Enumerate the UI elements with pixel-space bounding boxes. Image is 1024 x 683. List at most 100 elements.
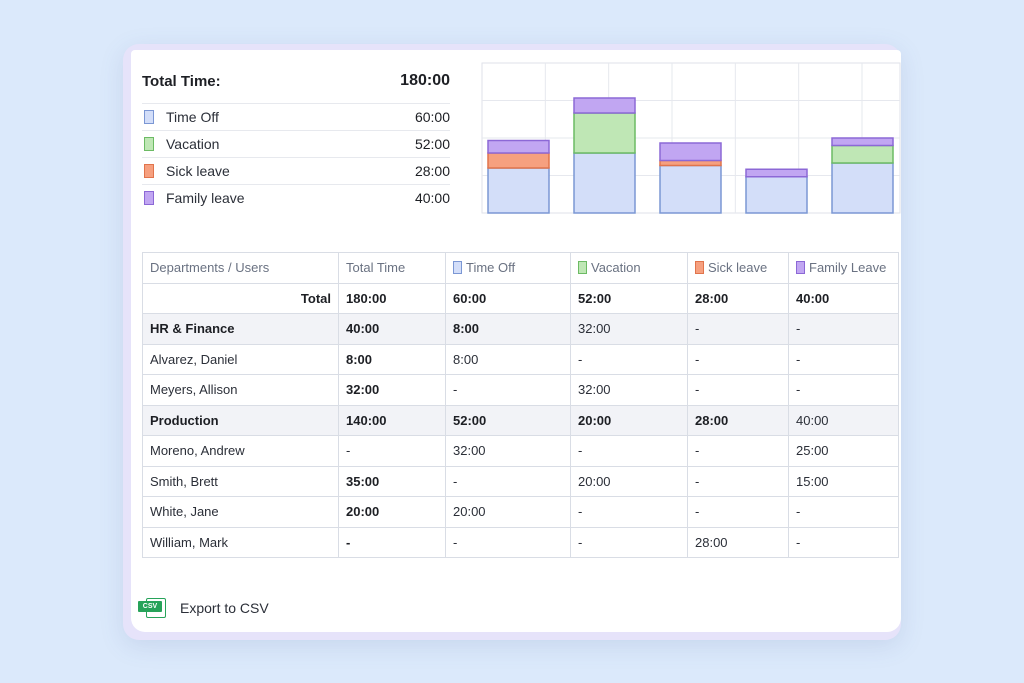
total-row: Total 180:00 60:00 52:00 28:00 40:00 — [142, 282, 899, 314]
bar-segment-family-leave — [659, 142, 722, 162]
bar-segment-vacation — [573, 112, 636, 154]
value-cell: 35:00 — [338, 465, 446, 497]
legend-swatch — [453, 261, 462, 275]
row-label-cell: Moreno, Andrew — [142, 435, 339, 467]
row-label-cell: Alvarez, Daniel — [142, 343, 339, 375]
value-cell: 25:00 — [788, 435, 899, 467]
value-cell: - — [570, 343, 688, 375]
value-cell: - — [570, 496, 688, 528]
value-cell: 40:00 — [788, 282, 899, 314]
department-row: Production 140:00 52:00 20:00 28:00 40:00 — [142, 404, 899, 436]
column-header-label: Total Time — [346, 260, 406, 276]
csv-icon-text: CSV — [138, 601, 162, 612]
user-row: Smith, Brett 35:00-20:00-15:00 — [142, 465, 899, 497]
value-cell: - — [687, 343, 789, 375]
value-cell: 8:00 — [338, 343, 446, 375]
summary-item-family-leave: Family leave 40:00 — [142, 184, 450, 211]
export-csv-button[interactable]: CSV Export to CSV — [138, 596, 269, 620]
summary-item-label: Time Off — [166, 109, 219, 125]
value-cell: - — [788, 343, 899, 375]
column-header[interactable]: Departments / Users — [142, 252, 339, 284]
value-cell: - — [687, 374, 789, 406]
legend-swatch — [796, 261, 805, 275]
stacked-bar-chart — [481, 62, 901, 214]
column-header[interactable]: Family Leave — [788, 252, 899, 284]
value-cell: - — [788, 526, 899, 558]
value-cell: - — [445, 526, 571, 558]
column-header[interactable]: Sick leave — [687, 252, 789, 284]
summary-item-label: Vacation — [166, 136, 220, 152]
summary-item-value: 40:00 — [414, 190, 450, 206]
summary-item-left: Family leave — [142, 190, 245, 206]
user-row: White, Jane 20:00 20:00- - - — [142, 496, 899, 528]
row-label-cell: Production — [142, 404, 339, 436]
csv-file-icon: CSV — [138, 596, 168, 620]
chart-canvas — [481, 62, 901, 214]
time-off-report-card: Total Time: 180:00 Time Off 60:00 Vacation… — [131, 50, 901, 632]
summary-item-value: 28:00 — [414, 163, 450, 179]
legend-swatch — [144, 110, 154, 124]
column-header[interactable]: Time Off — [445, 252, 571, 284]
value-cell: - — [338, 526, 446, 558]
legend-swatch — [578, 261, 587, 275]
user-row: Moreno, Andrew -32:00- -25:00 — [142, 435, 899, 467]
value-cell: 28:00 — [687, 526, 789, 558]
summary-item-sick-leave: Sick leave 28:00 — [142, 157, 450, 184]
value-cell: 20:00 — [570, 404, 688, 436]
value-cell: 52:00 — [445, 404, 571, 436]
bar-segment-family-leave — [573, 97, 636, 114]
legend-swatch — [695, 261, 704, 275]
summary-item-vacation: Vacation 52:00 — [142, 130, 450, 157]
row-label-cell: White, Jane — [142, 496, 339, 528]
bar-segment-time-off — [745, 176, 808, 214]
column-header-label: Time Off — [466, 260, 516, 276]
export-csv-label: Export to CSV — [180, 600, 269, 616]
value-cell: - — [570, 435, 688, 467]
row-label-cell: William, Mark — [142, 526, 339, 558]
value-cell: - — [445, 465, 571, 497]
user-row: William, Mark - - -28:00- — [142, 526, 899, 558]
value-cell: - — [788, 496, 899, 528]
user-row: Meyers, Allison 32:00-32:00- - — [142, 374, 899, 406]
value-cell: 180:00 — [338, 282, 446, 314]
value-cell: 32:00 — [445, 435, 571, 467]
row-label-cell: Meyers, Allison — [142, 374, 339, 406]
row-label-cell: HR & Finance — [142, 313, 339, 345]
value-cell: 20:00 — [445, 496, 571, 528]
bar-segment-time-off — [487, 167, 550, 214]
value-cell: - — [788, 313, 899, 345]
value-cell: - — [687, 465, 789, 497]
column-header-label: Departments / Users — [150, 260, 270, 276]
value-cell: - — [338, 435, 446, 467]
legend-swatch — [144, 164, 154, 178]
value-cell: 8:00 — [445, 313, 571, 345]
summary-item-time-off: Time Off 60:00 — [142, 103, 450, 130]
value-cell: - — [788, 374, 899, 406]
summary-item-left: Time Off — [142, 109, 219, 125]
value-cell: 52:00 — [570, 282, 688, 314]
bar-segment-time-off — [573, 152, 636, 214]
value-cell: 20:00 — [570, 465, 688, 497]
summary-item-value: 52:00 — [414, 136, 450, 152]
summary-legend: Time Off 60:00 Vacation 52:00 Sick leave 28:0… — [142, 103, 450, 211]
value-cell: - — [445, 374, 571, 406]
value-cell: 32:00 — [570, 374, 688, 406]
value-cell: 28:00 — [687, 282, 789, 314]
value-cell: 140:00 — [338, 404, 446, 436]
value-cell: - — [570, 526, 688, 558]
value-cell: 8:00 — [445, 343, 571, 375]
user-row: Alvarez, Daniel 8:00 8:00- - - — [142, 343, 899, 375]
summary-item-left: Vacation — [142, 136, 219, 152]
column-header[interactable]: Total Time — [338, 252, 446, 284]
bar-segment-time-off — [831, 162, 894, 214]
value-cell: - — [687, 313, 789, 345]
summary-total: Total Time: 180:00 — [142, 70, 450, 92]
summary-item-left: Sick leave — [142, 163, 230, 179]
report-table: Departments / Users Total Time Time Off Vac… — [142, 252, 899, 558]
value-cell: 15:00 — [788, 465, 899, 497]
value-cell: 28:00 — [687, 404, 789, 436]
bar-segment-sick-leave — [487, 152, 550, 169]
legend-swatch — [144, 137, 154, 151]
column-header[interactable]: Vacation — [570, 252, 688, 284]
department-row: HR & Finance 40:00 8:00 32:00- - — [142, 313, 899, 345]
